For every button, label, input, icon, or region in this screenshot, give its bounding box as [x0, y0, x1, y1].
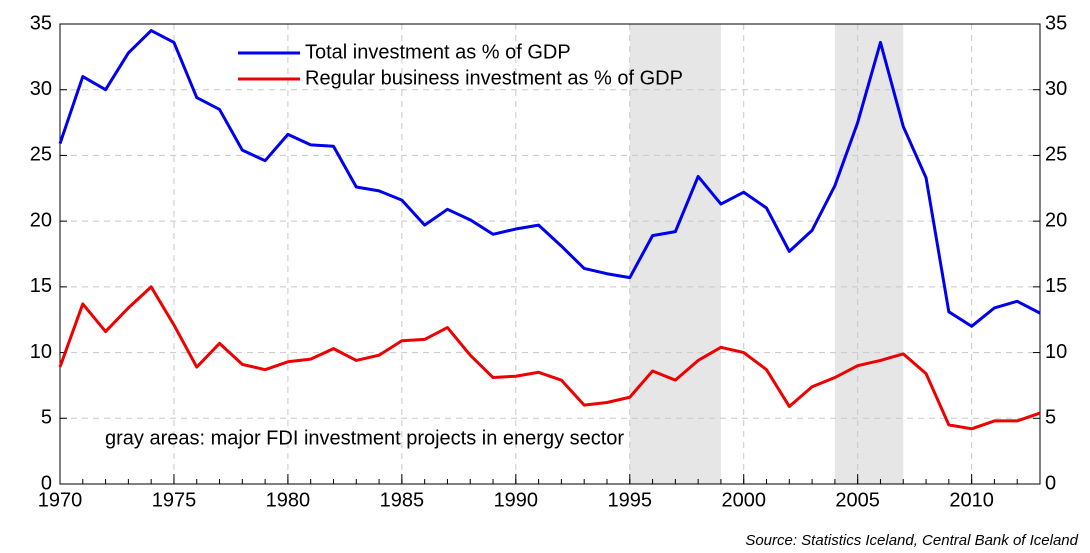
- series-line: [58, 285, 1041, 431]
- y-tick-label: 0: [41, 472, 52, 494]
- y-tick-label: 35: [30, 12, 52, 34]
- y-tick-label: 30: [30, 78, 52, 100]
- x-tick-label: 2005: [835, 489, 880, 511]
- y2-tick-label: 10: [1045, 341, 1067, 363]
- y2-tick-label: 0: [1045, 472, 1056, 494]
- legend-label: Total investment as % of GDP: [305, 41, 571, 63]
- annotation: gray areas: major FDI investment project…: [105, 427, 624, 449]
- y-tick-label: 20: [30, 209, 52, 231]
- y2-tick-label: 30: [1045, 78, 1067, 100]
- series-line: [58, 29, 1041, 328]
- x-tick-label: 2010: [949, 489, 994, 511]
- source: Source: Statistics Iceland, Central Bank…: [745, 532, 1078, 549]
- y2-tick-label: 20: [1045, 209, 1067, 231]
- shaded-area: [629, 24, 721, 484]
- shaded-area: [834, 24, 904, 484]
- y-tick-label: 5: [41, 407, 52, 429]
- y-tick-label: 10: [30, 341, 52, 363]
- x-tick-label: 1970: [38, 489, 83, 511]
- x-tick-label: 2000: [721, 489, 766, 511]
- y2-tick-label: 5: [1045, 407, 1056, 429]
- x-tick-label: 1990: [494, 489, 539, 511]
- x-tick-label: 1995: [608, 489, 653, 511]
- y2-tick-label: 15: [1045, 275, 1067, 297]
- x-tick-label: 1975: [152, 489, 197, 511]
- plot-frame: [59, 23, 1041, 485]
- legend-label: Regular business investment as % of GDP: [305, 67, 683, 89]
- y2-tick-label: 35: [1045, 12, 1067, 34]
- y-tick-label: 15: [30, 275, 52, 297]
- x-tick-label: 1980: [266, 489, 311, 511]
- y2-tick-label: 25: [1045, 144, 1067, 166]
- x-tick-label: 1985: [380, 489, 425, 511]
- y-tick-label: 25: [30, 144, 52, 166]
